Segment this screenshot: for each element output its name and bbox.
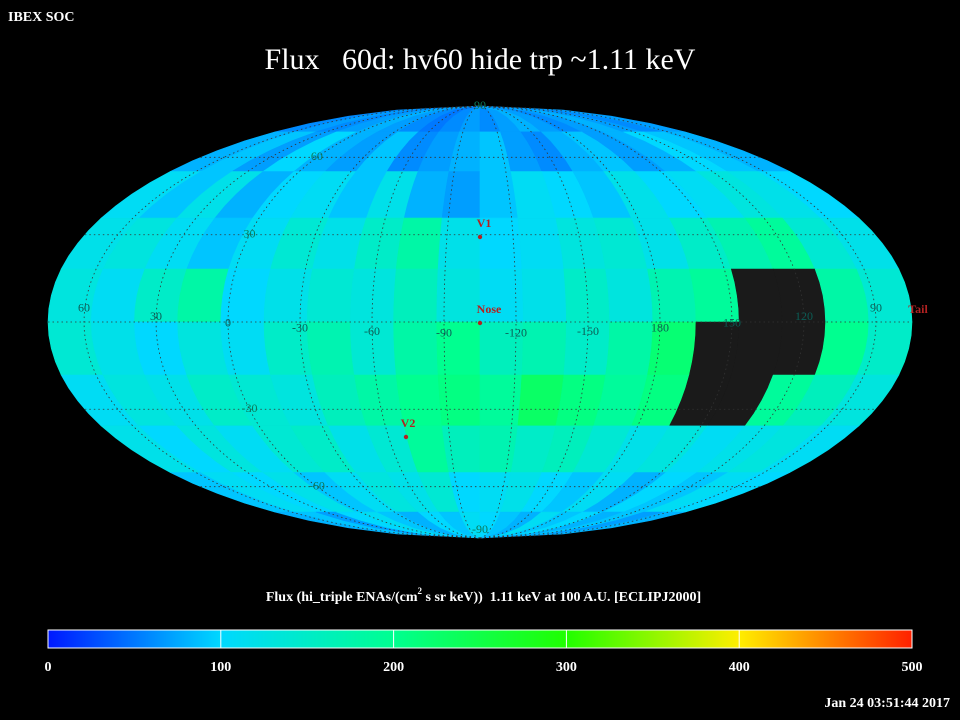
- timestamp: Jan 24 03:51:44 2017: [824, 696, 950, 711]
- colorbar-tick-label: 400: [729, 660, 750, 675]
- flux-cell: [605, 268, 654, 323]
- flux-cell: [306, 268, 355, 323]
- colorbar-label: Flux (hi_triple ENAs/(cm2 s sr keV)) 1.1…: [248, 586, 711, 605]
- lon-label: 180: [651, 321, 669, 335]
- source-label: IBEX SOC: [8, 10, 75, 25]
- flux-cell: [441, 425, 481, 473]
- lat-label: -90: [472, 522, 488, 536]
- flux-cell: [479, 374, 523, 427]
- graticule: [48, 105, 912, 539]
- lon-label: 60: [78, 301, 90, 315]
- lat-label: -60: [309, 478, 325, 492]
- colorbar: 0 100 200 300 400 500: [45, 629, 923, 675]
- lon-label: -150: [577, 324, 599, 338]
- flux-cell: [437, 217, 481, 270]
- flux-cell: [730, 268, 783, 323]
- lon-label: 0: [225, 316, 231, 330]
- marker-dot: [477, 320, 483, 326]
- flux-cell: [437, 374, 481, 427]
- marker-label: Tail: [908, 302, 928, 316]
- flux-cell: [436, 268, 481, 323]
- flux-cell: [689, 268, 740, 323]
- lat-label: 60: [311, 149, 323, 163]
- flux-cell: [517, 217, 565, 270]
- chart-title: Flux 60d: hv60 hide trp ~1.11 keV: [265, 43, 696, 76]
- meridian: [443, 105, 481, 539]
- lat-label: 90: [474, 98, 486, 112]
- colorbar-tick-label: 100: [210, 660, 231, 675]
- lon-label: -60: [364, 324, 380, 338]
- flux-cell: [479, 511, 686, 539]
- lat-label: 30: [243, 226, 255, 240]
- colorbar-tick-label: 500: [902, 660, 923, 675]
- marker-label: Nose: [477, 302, 502, 316]
- markers: V1 Nose V2 Tail: [401, 216, 928, 440]
- lon-label: -120: [505, 326, 527, 340]
- lon-label: -30: [292, 321, 308, 335]
- colorbar-tick-label: 0: [45, 660, 52, 675]
- marker-label: V2: [401, 416, 416, 430]
- lon-label: 90: [870, 301, 882, 315]
- flux-cell: [350, 268, 397, 323]
- colorbar-tick-label: 300: [556, 660, 577, 675]
- marker-dot: [477, 234, 483, 240]
- flux-cell: [393, 321, 439, 376]
- flux-cell: [517, 374, 565, 427]
- flux-cells: [47, 105, 913, 539]
- colorbar-scale: [47, 629, 913, 649]
- marker-label: V1: [477, 216, 492, 230]
- lat-label: -30: [241, 401, 257, 415]
- lon-label: 120: [795, 309, 813, 323]
- lon-label: -90: [436, 326, 452, 340]
- flux-cell: [393, 268, 439, 323]
- flux-cell: [441, 171, 481, 219]
- colorbar-label-part: Flux (hi_triple ENAs/(cm: [266, 590, 418, 605]
- flux-cell: [521, 268, 567, 323]
- colorbar-label-part: s sr keV)) 1.11 keV at 100 A.U. [ECLIPJ2…: [422, 590, 701, 605]
- flux-cell: [306, 321, 355, 376]
- flux-cell: [563, 268, 610, 323]
- flux-cell: [521, 321, 567, 376]
- flux-cell: [220, 268, 271, 323]
- marker-dot: [403, 434, 409, 440]
- colorbar-tick-label: 200: [383, 660, 404, 675]
- graticule-labels: 60 30 0 -30 -60 -90 -120 -150 180 150 120 90 90 60 30 -…: [78, 98, 882, 536]
- flux-cell: [605, 321, 654, 376]
- flux-cell: [647, 268, 697, 323]
- lon-label: 150: [723, 316, 741, 330]
- lon-label: 30: [150, 309, 162, 323]
- flux-cell: [395, 217, 443, 270]
- colorbar-label-sup: 2: [418, 586, 423, 596]
- flux-cell: [263, 268, 313, 323]
- flux-cell: [730, 321, 783, 376]
